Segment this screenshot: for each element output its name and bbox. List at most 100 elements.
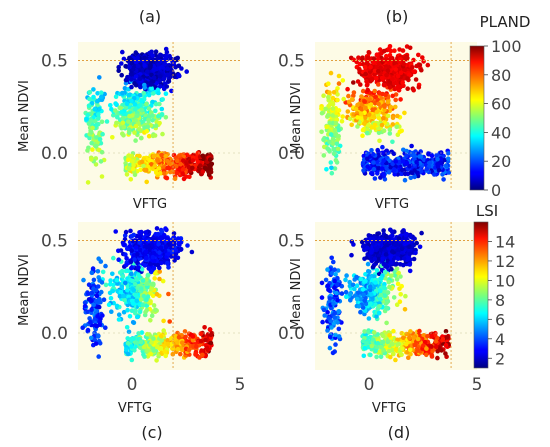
scatter-point xyxy=(360,88,366,94)
scatter-point xyxy=(128,259,134,265)
scatter-point xyxy=(108,278,113,283)
scatter-point xyxy=(144,179,149,185)
scatter-point xyxy=(113,108,118,113)
scatter-point xyxy=(137,103,143,108)
scatter-point xyxy=(411,335,417,340)
scatter-point xyxy=(378,65,384,70)
scatter-point xyxy=(387,44,393,49)
scatter-point xyxy=(141,163,146,169)
scatter-point xyxy=(133,138,138,143)
scatter-point xyxy=(330,113,336,118)
scatter-point xyxy=(407,45,413,51)
scatter-point xyxy=(327,345,333,351)
scatter-point xyxy=(327,334,333,340)
scatter-point xyxy=(375,147,381,153)
scatter-point xyxy=(178,246,184,252)
scatter-point xyxy=(186,347,192,353)
scatter-point xyxy=(420,55,425,60)
scatter-point xyxy=(117,270,123,275)
scatter-point xyxy=(85,291,91,297)
scatter-point xyxy=(123,77,129,83)
scatter-point xyxy=(336,326,342,332)
scatter-point xyxy=(156,166,162,171)
scatter-point xyxy=(163,353,168,359)
scatter-point xyxy=(99,90,104,95)
scatter-point xyxy=(158,245,164,250)
scatter-point xyxy=(139,159,145,165)
scatter-point xyxy=(146,133,152,139)
scatter-point xyxy=(144,303,150,309)
scatter-point xyxy=(175,346,181,352)
scatter-point xyxy=(148,82,154,87)
scatter-point xyxy=(209,161,215,167)
scatter-point xyxy=(405,255,411,261)
scatter-point xyxy=(362,329,367,334)
scatter-point xyxy=(116,317,122,322)
scatter-point xyxy=(347,279,353,285)
scatter-point xyxy=(352,286,357,292)
scatter-point xyxy=(372,176,378,181)
scatter-point xyxy=(94,293,100,299)
scatter-point xyxy=(360,133,365,138)
y-axis-label-c: Mean NDVI xyxy=(17,254,32,326)
scatter-point xyxy=(400,159,406,164)
scatter-point xyxy=(197,167,202,173)
x-axis-label-c: VFTG xyxy=(118,401,152,416)
y-tick-labels-b: 0.00.5 xyxy=(278,52,305,165)
scatter-point xyxy=(152,276,157,281)
scatter-point xyxy=(349,252,354,258)
scatter-point xyxy=(393,67,399,72)
scatter-point xyxy=(319,106,324,111)
panel-label-a: (a) xyxy=(139,7,161,26)
scatter-point xyxy=(129,336,134,342)
scatter-point xyxy=(93,341,99,346)
scatter-point xyxy=(169,336,174,341)
scatter-point xyxy=(153,108,158,114)
scatter-point xyxy=(157,276,162,282)
x-axis-label-b: VFTG xyxy=(375,197,409,212)
scatter-point xyxy=(176,334,182,340)
scatter-point xyxy=(336,127,342,133)
scatter-point xyxy=(90,266,96,271)
scatter-point xyxy=(138,135,144,141)
scatter-point xyxy=(111,300,116,306)
scatter-point xyxy=(335,146,341,152)
scatter-point xyxy=(142,85,147,90)
scatter-point xyxy=(133,107,138,112)
scatter-points-a xyxy=(83,46,215,185)
scatter-point xyxy=(138,340,144,345)
scatter-point xyxy=(92,107,98,112)
scatter-point xyxy=(332,128,338,133)
scatter-point xyxy=(330,102,336,107)
x-axis-label-a: VFTG xyxy=(133,197,167,212)
scatter-point xyxy=(362,298,368,304)
scatter-point xyxy=(207,157,213,162)
scatter-point xyxy=(200,352,205,358)
scatter-point xyxy=(367,112,372,117)
scatter-point xyxy=(325,328,330,333)
scatter-point xyxy=(140,68,146,73)
scatter-point xyxy=(379,166,385,171)
scatter-point xyxy=(99,119,105,125)
scatter-point xyxy=(125,307,130,313)
scatter-point xyxy=(384,320,389,326)
scatter-point xyxy=(329,270,335,276)
scatter-point xyxy=(147,50,152,56)
scatter-point xyxy=(374,268,380,273)
scatter-point xyxy=(332,166,338,171)
scatter-point xyxy=(81,277,86,283)
reference-lines-a xyxy=(78,42,240,190)
scatter-point xyxy=(351,80,356,85)
scatter-point xyxy=(184,69,189,74)
scatter-point xyxy=(390,76,395,82)
scatter-point xyxy=(371,160,376,165)
scatter-point xyxy=(163,226,168,231)
scatter-point xyxy=(91,302,96,308)
scatter-point xyxy=(344,273,349,278)
scatter-point xyxy=(89,335,94,341)
scatter-point xyxy=(94,122,99,128)
reference-lines-b xyxy=(315,42,477,190)
scatter-point xyxy=(445,151,451,156)
scatter-point xyxy=(156,62,161,67)
scatter-point xyxy=(381,128,387,133)
